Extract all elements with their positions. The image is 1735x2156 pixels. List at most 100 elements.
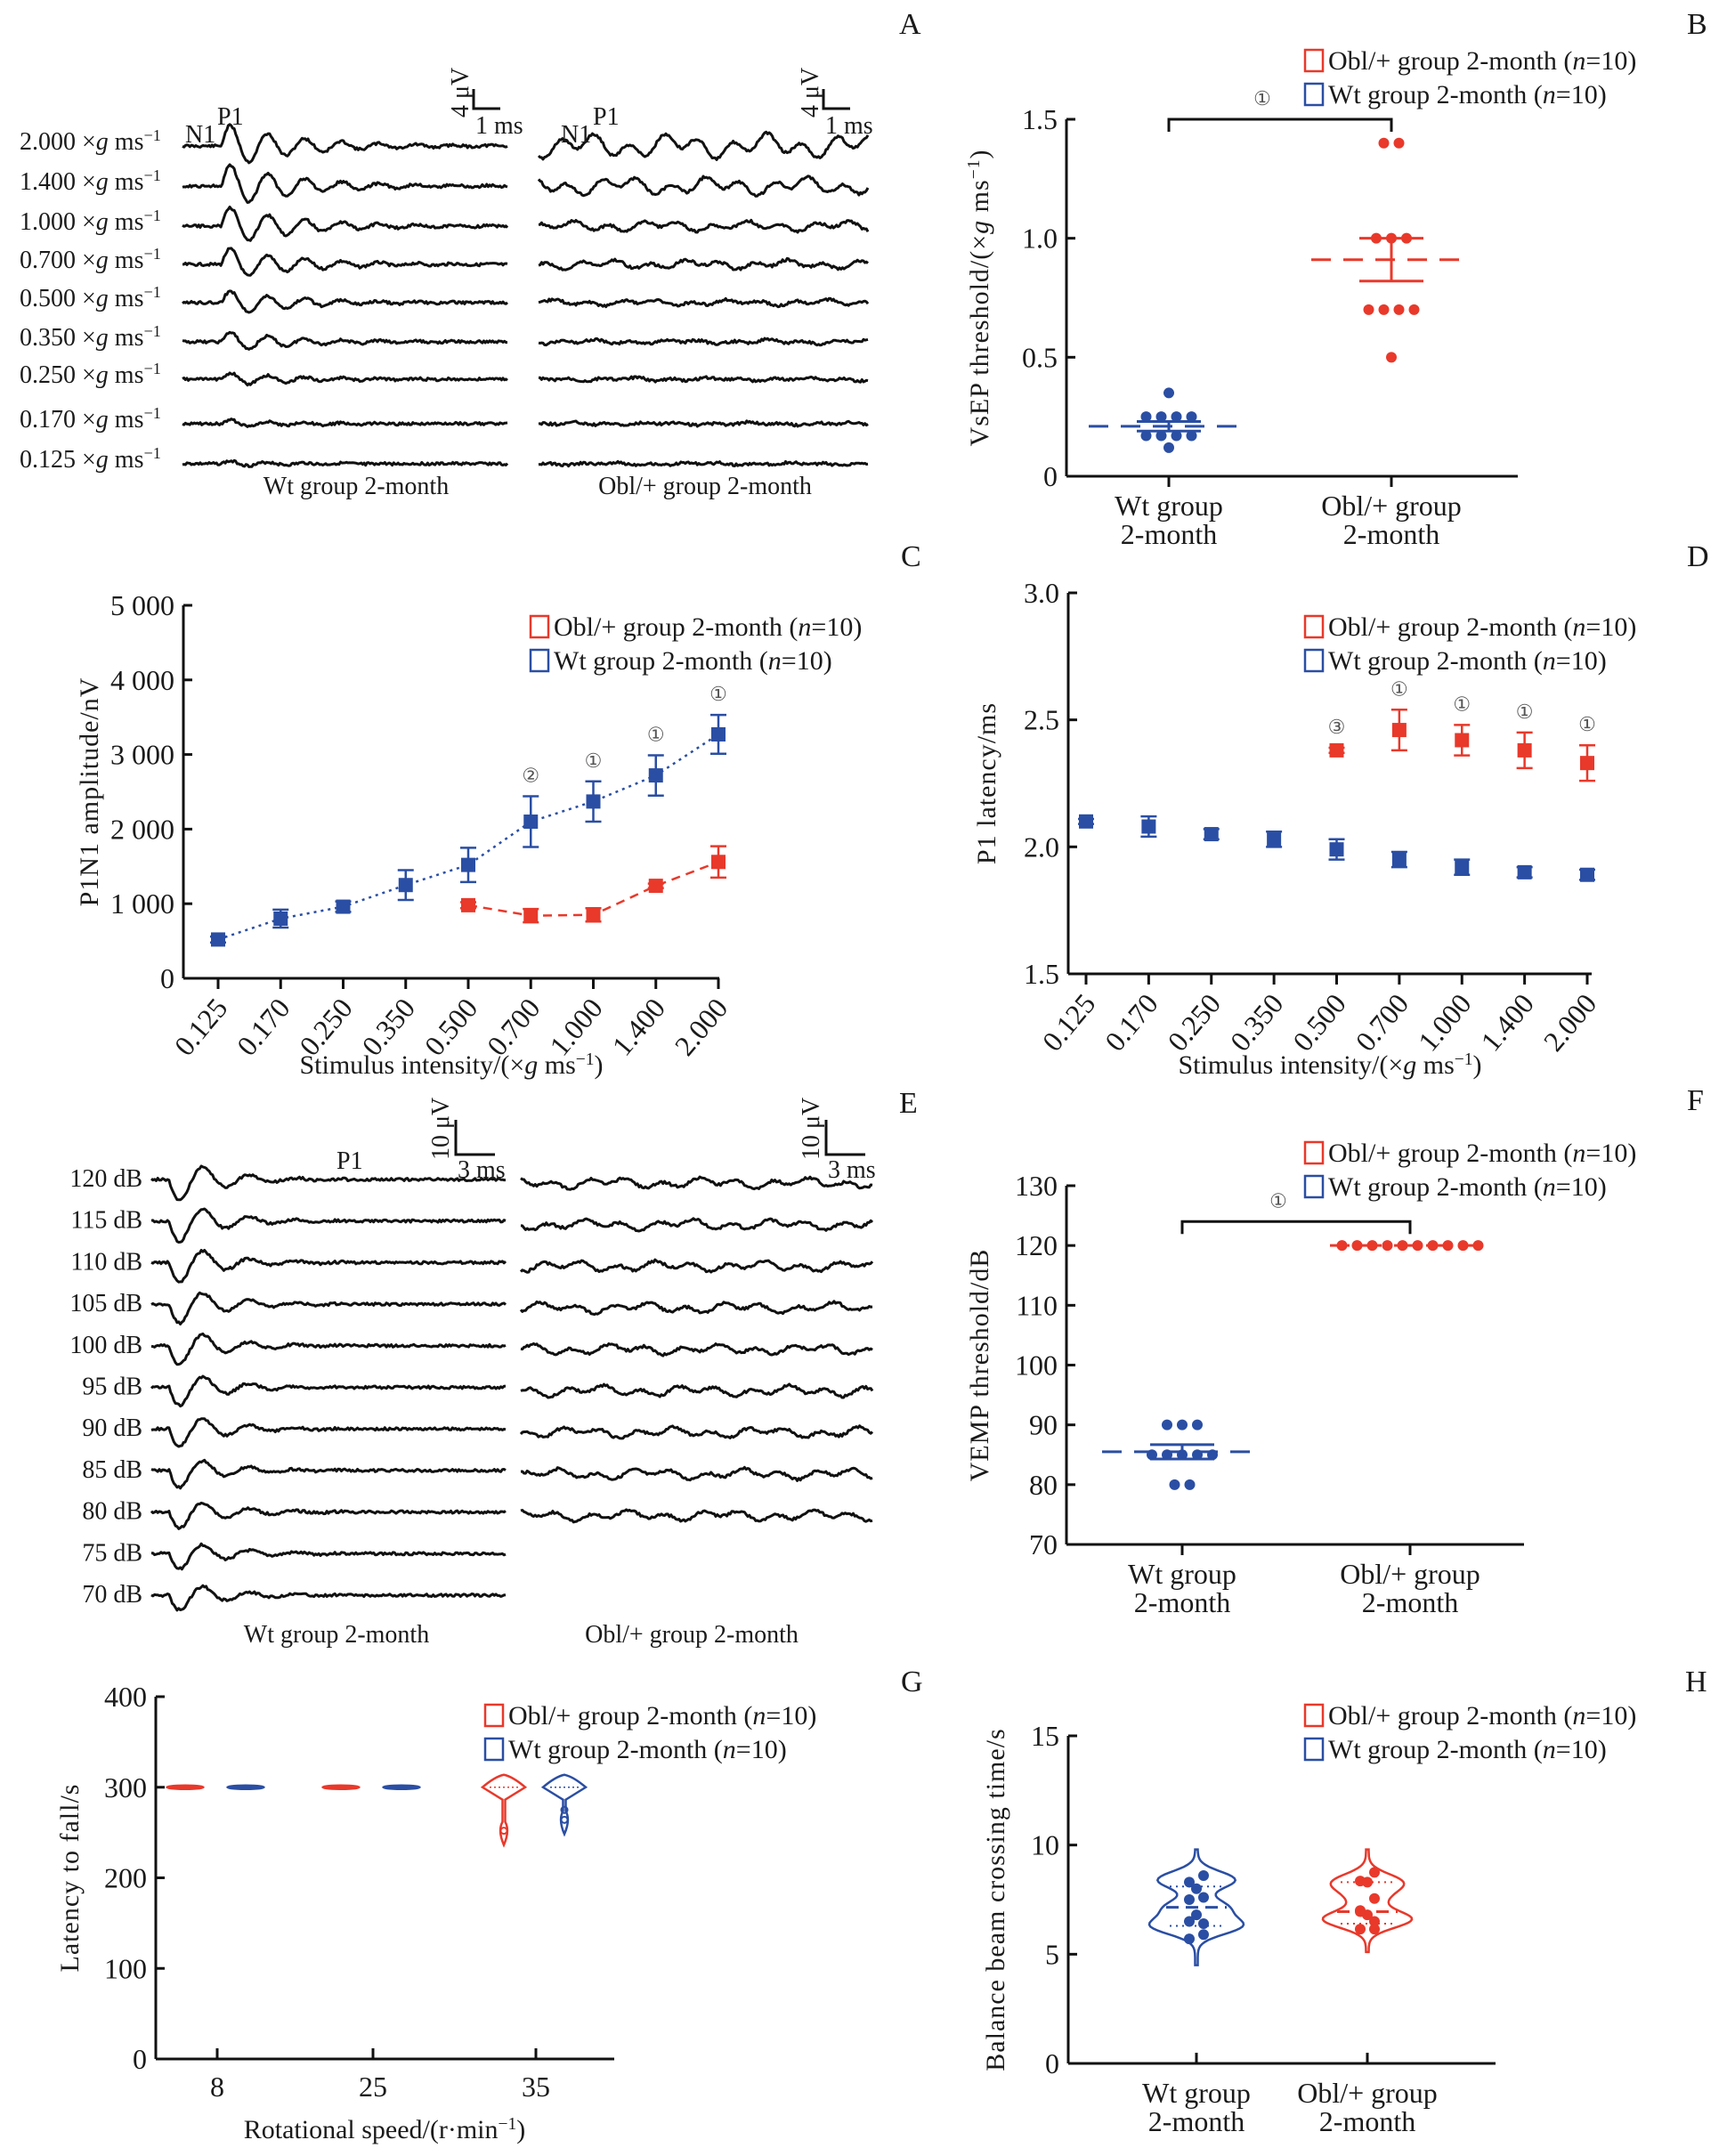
data-point	[1155, 430, 1167, 442]
data-marker	[1517, 864, 1532, 879]
x-tick-label: Wt group	[1115, 490, 1223, 522]
legend-swatch-wt	[1303, 1174, 1325, 1199]
waveform-trace	[150, 1374, 507, 1408]
x-tick-label: 2-month	[1362, 1586, 1458, 1618]
significance-marker: ①	[1453, 693, 1471, 715]
x-tick-label: 0.170	[231, 992, 296, 1061]
data-point	[1369, 1893, 1380, 1904]
y-axis-title: VEMP threshold/dB	[965, 1249, 994, 1482]
waveform-trace	[537, 130, 870, 161]
legend: Obl/+ group 2-month (n=10) Wt group 2-mon…	[529, 612, 862, 676]
trace-label: 120 dB	[69, 1165, 142, 1193]
violin	[1321, 1848, 1414, 1954]
scale-bar	[454, 1120, 495, 1156]
data-marker	[1455, 733, 1470, 748]
x-tick-label: 25	[359, 2071, 387, 2103]
data-point	[1155, 411, 1167, 423]
peak-label-n1: N1	[561, 121, 591, 149]
trace-label: 80 dB	[82, 1498, 142, 1526]
significance-marker: ①	[1253, 87, 1271, 109]
y-axis-title: P1 latency/ms	[972, 702, 1001, 864]
y-tick-label: 300	[104, 1771, 147, 1803]
data-point	[1355, 1906, 1366, 1917]
error-bar	[1359, 237, 1423, 283]
panel-label-C: C	[901, 540, 921, 573]
scale-bar-voltage-label: 10 μV	[798, 1098, 825, 1160]
panel-c: C Obl/+ group 2-month (n=10) Wt group 2-mo…	[75, 540, 921, 1080]
legend-swatch-wt	[1303, 648, 1325, 673]
legend-swatch-obl	[529, 614, 550, 639]
legend-label-obl: Obl/+ group 2-month (n=10)	[1328, 1701, 1636, 1730]
legend-label-obl: Obl/+ group 2-month (n=10)	[508, 1701, 816, 1730]
y-tick-label: 100	[1015, 1350, 1058, 1382]
legend-label-wt: Wt group 2-month (n=10)	[1328, 80, 1607, 109]
data-marker	[211, 932, 225, 947]
waveform-trace	[520, 1341, 873, 1358]
y-tick-label: 0.5	[1022, 341, 1058, 373]
panel-f: F Obl/+ group 2-month (n=10) Wt group 2-mo…	[965, 1084, 1704, 1618]
data-marker	[1141, 819, 1156, 834]
legend-swatch-obl	[1303, 614, 1325, 639]
x-tick-label: 0.350	[1224, 987, 1290, 1057]
waveform-trace	[182, 163, 508, 204]
data-point	[1393, 137, 1405, 149]
data-point	[1362, 1876, 1373, 1888]
waveform-trace	[150, 1164, 506, 1202]
data-marker	[586, 907, 601, 922]
legend-swatch-obl	[483, 1703, 505, 1728]
data-marker	[1267, 831, 1282, 847]
scale-bar-time-label: 3 ms	[828, 1156, 876, 1184]
data-marker	[273, 911, 288, 926]
data-marker	[1391, 852, 1407, 867]
trace-label: 0.350 ×g ms−1	[20, 322, 161, 352]
data-marker	[586, 794, 601, 809]
waveform-trace	[520, 1217, 874, 1233]
panel-g: G Obl/+ group 2-month (n=10) Wt group 2-mo…	[55, 1666, 923, 2144]
waveform-trace	[538, 459, 869, 468]
legend: Obl/+ group 2-month (n=10) Wt group 2-mon…	[483, 1701, 816, 1764]
legend: Obl/+ group 2-month (n=10) Wt group 2-mon…	[1303, 1139, 1636, 1202]
scale-bar-time-label: 3 ms	[458, 1156, 506, 1184]
data-point	[1184, 1876, 1195, 1888]
scale-bar-voltage-label: 4 μV	[797, 68, 824, 118]
significance-marker: ①	[585, 750, 603, 772]
waveform-trace	[151, 1542, 507, 1571]
waveform-trace	[182, 417, 508, 428]
data-point	[1184, 1479, 1196, 1490]
legend-swatch-obl	[1303, 1703, 1325, 1728]
scale-bar-voltage-label: 10 μV	[427, 1098, 455, 1160]
data-point	[1198, 1870, 1209, 1882]
panel-label-A: A	[899, 8, 921, 41]
panel-a: A 2.000 ×g ms−1 1.400 ×g ms−1 1.000 ×g ms−1…	[20, 8, 921, 500]
legend: Obl/+ group 2-month (n=10) Wt group 2-mon…	[1303, 612, 1636, 676]
x-tick-label: 2-month	[1121, 518, 1217, 550]
data-point	[1412, 1240, 1423, 1252]
scale-bar-voltage-label: 4 μV	[447, 68, 474, 118]
y-tick-label: 5	[1045, 1938, 1059, 1970]
significance-bracket	[1180, 1220, 1412, 1235]
waveform-trace	[150, 1249, 507, 1284]
legend-swatch-wt	[1303, 1737, 1325, 1762]
y-tick-label: 90	[1029, 1409, 1058, 1441]
x-axis-title: Rotational speed/(r·min−1)	[244, 2115, 526, 2145]
data-marker	[1517, 742, 1532, 758]
trace-label: 1.400 ×g ms−1	[20, 166, 161, 196]
x-tick-label: 0.125	[168, 992, 234, 1061]
legend-label-wt: Wt group 2-month (n=10)	[1328, 646, 1607, 676]
trace-label: 100 dB	[69, 1332, 142, 1359]
scale-bar-time-label: 1 ms	[475, 112, 523, 140]
data-point	[1386, 352, 1397, 363]
waveform-trace	[182, 330, 507, 351]
data-point	[1198, 1929, 1209, 1941]
data-point	[1186, 411, 1197, 423]
data-marker	[1329, 842, 1344, 857]
data-point	[560, 1805, 569, 1814]
y-tick-label: 3 000	[110, 739, 174, 771]
panel-label-B: B	[1687, 8, 1707, 41]
data-point	[499, 1827, 508, 1836]
waveform-trace	[150, 1207, 507, 1244]
data-point	[1163, 387, 1174, 399]
waveform-trace	[150, 1458, 507, 1490]
legend-swatch-obl	[1303, 1140, 1325, 1165]
significance-marker: ①	[709, 683, 727, 705]
